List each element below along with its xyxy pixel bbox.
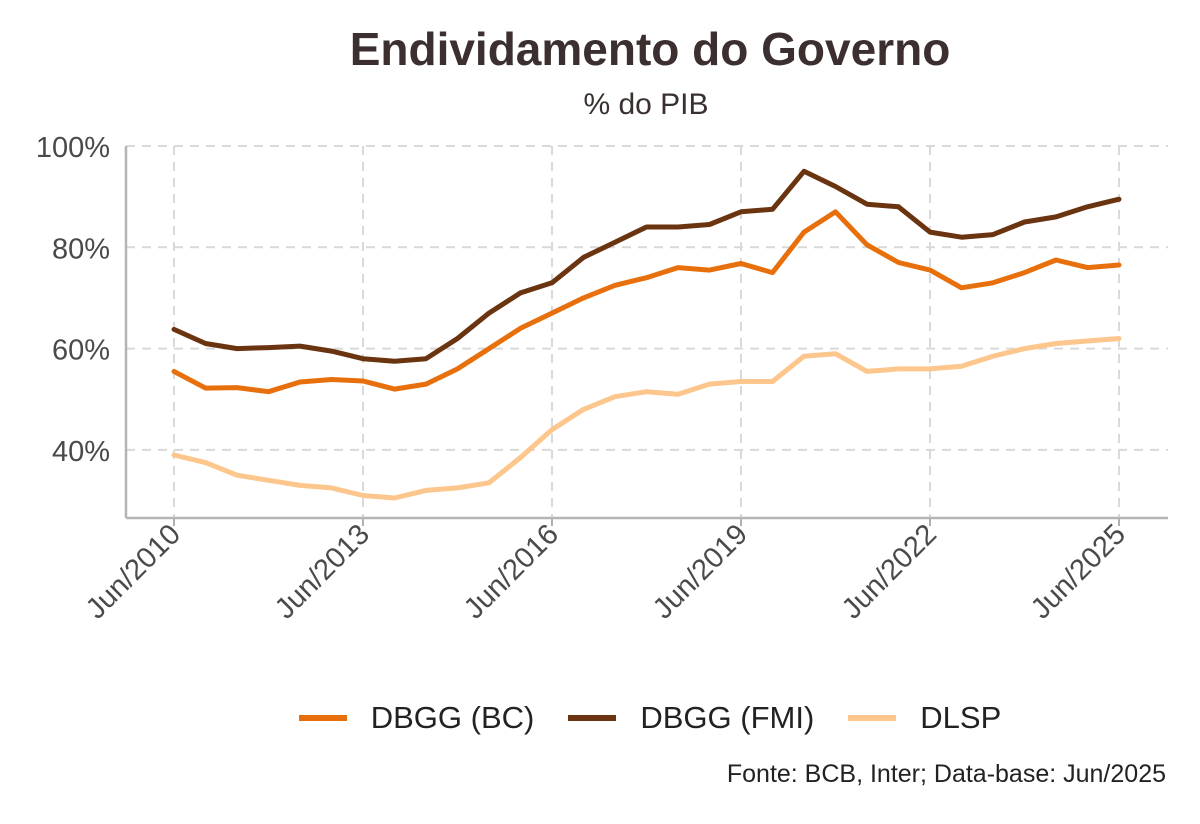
legend-item: DBGG (FMI) bbox=[568, 700, 814, 736]
x-tick-label: Jun/2010 bbox=[80, 518, 187, 625]
source-caption: Fonte: BCB, Inter; Data-base: Jun/2025 bbox=[726, 760, 1166, 788]
legend-label: DBGG (FMI) bbox=[640, 700, 815, 735]
x-tick-label: Jun/2013 bbox=[269, 518, 376, 625]
y-tick-label: 80% bbox=[52, 233, 110, 265]
chart-subtitle: % do PIB bbox=[583, 88, 709, 121]
legend-item: DLSP bbox=[848, 700, 1001, 736]
series-line-dlsp bbox=[171, 336, 1122, 501]
y-tick-label: 100% bbox=[36, 132, 110, 164]
legend-swatch bbox=[848, 715, 897, 721]
series-line-dbgg-bc bbox=[171, 209, 1122, 395]
legend: DBGG (BC) DBGG (FMI) DLSP bbox=[0, 700, 1200, 736]
legend-label: DLSP bbox=[920, 700, 1002, 735]
legend-swatch bbox=[568, 715, 617, 721]
chart-title: Endividamento do Governo bbox=[349, 23, 951, 75]
x-tick-label: Jun/2016 bbox=[458, 518, 565, 625]
legend-label: DBGG (BC) bbox=[370, 700, 535, 735]
x-tick-label: Jun/2019 bbox=[647, 518, 754, 625]
x-tick-label: Jun/2022 bbox=[836, 518, 943, 625]
y-tick-label: 40% bbox=[52, 436, 110, 468]
legend-swatch bbox=[298, 715, 347, 721]
y-tick-label: 60% bbox=[52, 335, 110, 367]
legend-item: DBGG (BC) bbox=[298, 700, 535, 736]
series-line-dbgg-fmi bbox=[171, 168, 1122, 364]
x-tick-label: Jun/2025 bbox=[1025, 518, 1132, 625]
